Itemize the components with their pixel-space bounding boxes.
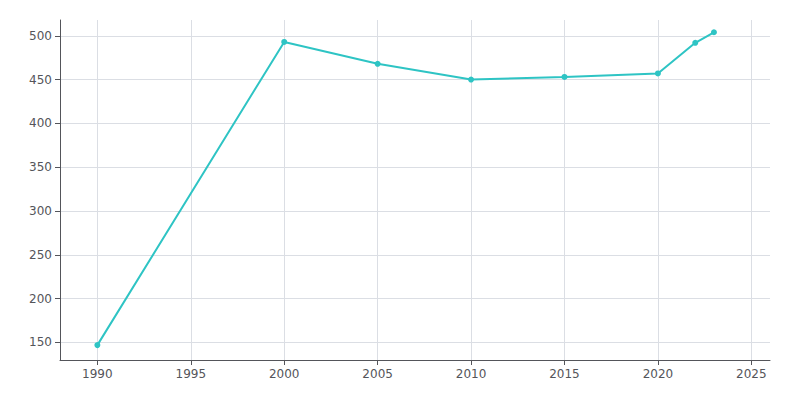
svg-text:1995: 1995: [176, 367, 207, 381]
svg-text:2020: 2020: [643, 367, 674, 381]
svg-text:2025: 2025: [736, 367, 767, 381]
svg-text:1990: 1990: [82, 367, 113, 381]
svg-text:2005: 2005: [362, 367, 393, 381]
svg-text:400: 400: [29, 116, 52, 130]
svg-text:300: 300: [29, 204, 52, 218]
svg-text:2010: 2010: [456, 367, 487, 381]
svg-text:2000: 2000: [269, 367, 300, 381]
svg-text:500: 500: [29, 29, 52, 43]
svg-text:200: 200: [29, 292, 52, 306]
svg-text:350: 350: [29, 160, 52, 174]
svg-text:2015: 2015: [549, 367, 580, 381]
svg-text:150: 150: [29, 335, 52, 349]
svg-text:450: 450: [29, 73, 52, 87]
svg-text:250: 250: [29, 248, 52, 262]
